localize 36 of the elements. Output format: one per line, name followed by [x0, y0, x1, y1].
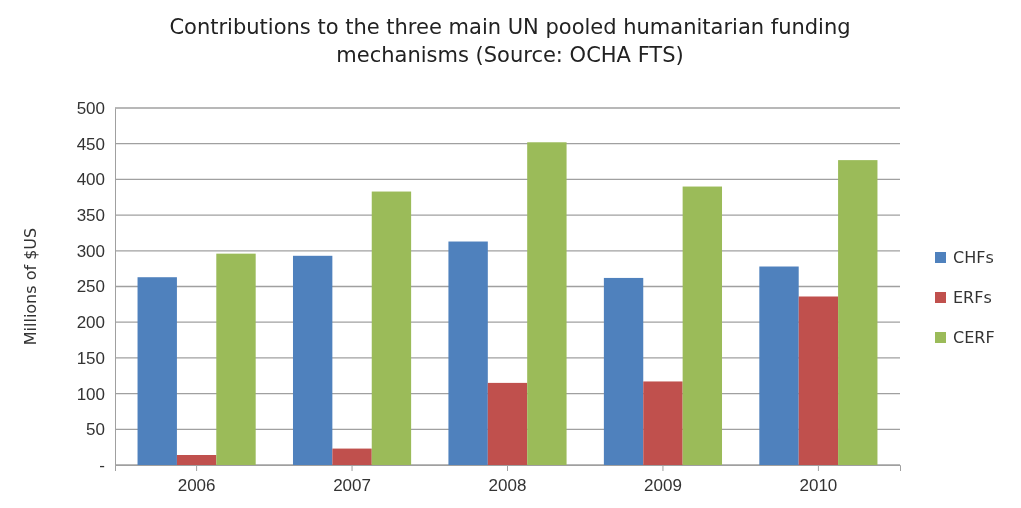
y-tick-label: 450	[76, 134, 105, 154]
bar	[448, 241, 488, 465]
y-tick-label: 400	[76, 170, 105, 190]
legend-label: CERF	[953, 328, 995, 347]
x-tick-label: 2009	[644, 476, 682, 496]
legend-label: ERFs	[953, 288, 992, 307]
bar	[176, 455, 217, 465]
chart-title: Contributions to the three main UN pooled humanitarian funding mechanisms (Source: OCHA FTS)	[169, 15, 851, 67]
y-tick-label: 250	[76, 277, 105, 297]
bar	[371, 191, 412, 465]
bar	[216, 253, 256, 465]
y-tick-label: 200	[76, 313, 105, 333]
bar	[292, 255, 333, 465]
y-tick-label: -	[99, 455, 105, 475]
y-tick-label: 300	[76, 241, 105, 261]
x-tick-label: 2007	[333, 476, 371, 496]
bar	[682, 186, 723, 465]
bar	[487, 382, 528, 465]
y-tick-label: 50	[86, 420, 105, 440]
legend-label: CHFs	[953, 248, 994, 267]
bar	[332, 448, 372, 465]
bar	[137, 277, 177, 465]
bar	[759, 266, 799, 465]
x-tick-label: 2008	[488, 476, 527, 496]
bar	[603, 277, 644, 465]
y-tick-label: 500	[76, 98, 105, 118]
y-axis-title: Millions of $US	[21, 227, 40, 346]
x-tick-label: 2010	[799, 476, 838, 496]
bar	[798, 296, 839, 465]
bar	[838, 160, 878, 465]
y-tick-label: 350	[76, 206, 105, 226]
x-tick-label: 2006	[177, 476, 216, 496]
y-tick-label: 100	[76, 384, 105, 404]
y-tick-label: 150	[76, 348, 105, 368]
bar	[643, 381, 683, 465]
bar	[527, 142, 567, 465]
